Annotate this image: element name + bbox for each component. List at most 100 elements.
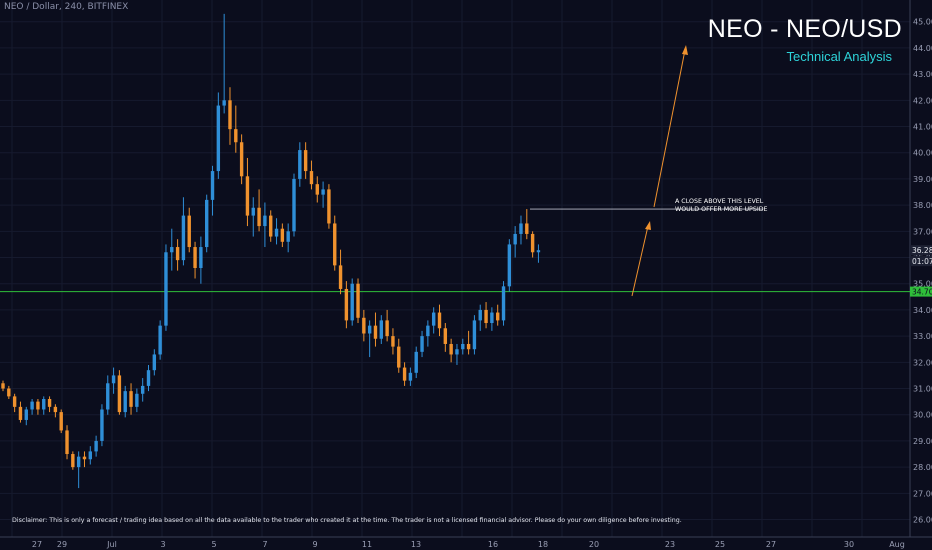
x-tick-label: 29 (57, 540, 67, 549)
last-price-badge-bg (910, 245, 932, 256)
y-tick-label: 34.00 (913, 306, 932, 315)
x-tick-label: 30 (844, 540, 854, 549)
candle-body (414, 351, 418, 373)
arrow-lower-head (645, 221, 651, 230)
x-tick-label: 9 (312, 540, 317, 549)
candle-body (525, 223, 529, 234)
candle-body (106, 383, 110, 410)
candle-body (117, 375, 122, 413)
candle-body (286, 231, 290, 242)
y-tick-label: 33.00 (913, 332, 932, 341)
candle-body (298, 150, 302, 179)
candle-body (379, 320, 383, 339)
candle-body (239, 142, 244, 177)
x-tick-label: 13 (411, 540, 421, 549)
candle-body (251, 207, 255, 216)
x-tick-label: Jul (106, 540, 117, 549)
candle-body (257, 207, 261, 227)
candle-body (30, 401, 34, 410)
candle-body (338, 265, 343, 289)
candle-body (449, 343, 453, 355)
y-tick-label: 38.00 (913, 201, 932, 210)
y-tick-label: 31.00 (913, 385, 932, 394)
candle-body (274, 228, 279, 237)
candle-body (437, 312, 442, 329)
candle-body (472, 320, 477, 350)
y-tick-label: 30.00 (913, 411, 932, 420)
candle-body (280, 228, 285, 242)
candle-body (269, 215, 273, 237)
candle-body (513, 233, 517, 245)
x-tick-label: 7 (262, 540, 267, 549)
candle-body (402, 367, 407, 381)
candle-body (210, 171, 215, 200)
countdown-badge-bg (910, 256, 932, 267)
candle-body (216, 105, 221, 172)
candle-body (59, 412, 63, 431)
y-tick-label: 40.00 (913, 149, 932, 158)
candle-body (426, 325, 430, 337)
candle-body (146, 370, 151, 386)
candle-body (135, 393, 139, 407)
x-tick-label: 5 (211, 540, 216, 549)
candle-body (164, 252, 168, 326)
candle-body (7, 388, 11, 397)
candle-body (292, 178, 296, 232)
chart-title: NEO - NEO/USD (707, 15, 902, 43)
y-tick-label: 29.00 (913, 437, 932, 446)
candle-body (175, 247, 180, 261)
candle-body (327, 189, 331, 224)
annotation-line-1: A CLOSE ABOVE THIS LEVEL (675, 198, 764, 205)
candle-body (1, 383, 5, 389)
chart-subtitle: Technical Analysis (786, 49, 893, 64)
candle-body (228, 100, 232, 130)
candle-body (94, 440, 98, 452)
disclaimer-text: Disclaimer: This is only a forecast / tr… (12, 517, 682, 524)
y-tick-label: 26.00 (913, 516, 932, 525)
x-tick-label: 16 (488, 540, 498, 549)
y-tick-label: 37.00 (913, 227, 932, 236)
candle-body (478, 309, 482, 321)
candle-body (373, 325, 378, 339)
x-tick-label: 27 (32, 540, 42, 549)
resistance-annotation: A CLOSE ABOVE THIS LEVEL WOULD OFFER MOR… (675, 198, 768, 214)
candle-body (461, 343, 465, 350)
x-tick-label: 25 (715, 540, 725, 549)
candle-body (484, 309, 488, 324)
candle-body (367, 325, 372, 334)
candle-body (408, 372, 413, 381)
y-tick-label: 32.00 (913, 358, 932, 367)
candle-body (420, 336, 424, 352)
candle-body (321, 189, 325, 195)
x-tick-label: 27 (766, 540, 776, 549)
candle-body (36, 401, 40, 410)
candle-body (391, 336, 395, 347)
candle-body (199, 247, 203, 268)
candle-body (496, 312, 500, 321)
candle-body (490, 312, 494, 324)
candle-body (519, 223, 523, 234)
candle-body (315, 184, 319, 195)
candle-body (222, 100, 226, 106)
last-price-badge: 36.28 (912, 246, 932, 255)
arrow-lower-shaft (631, 225, 649, 297)
candle-body (466, 343, 471, 350)
countdown-badge: 01:07:52 (912, 257, 932, 266)
candle-body (140, 385, 145, 394)
candle-body (82, 456, 87, 460)
y-tick-label: 43.00 (913, 70, 932, 79)
candle-body (71, 454, 75, 468)
y-tick-label: 28.00 (913, 463, 932, 472)
candle-body (152, 354, 157, 371)
candle-body (158, 325, 162, 355)
x-tick-label: Aug (889, 540, 905, 549)
y-tick-label: 27.00 (913, 489, 932, 498)
candle-body (455, 349, 459, 355)
candle-body (536, 250, 541, 253)
candle-body (431, 312, 436, 326)
candle-body (111, 375, 116, 384)
candle-body (129, 391, 133, 407)
candle-body (362, 317, 366, 334)
candle-body (42, 399, 46, 410)
candle-body (76, 456, 81, 468)
